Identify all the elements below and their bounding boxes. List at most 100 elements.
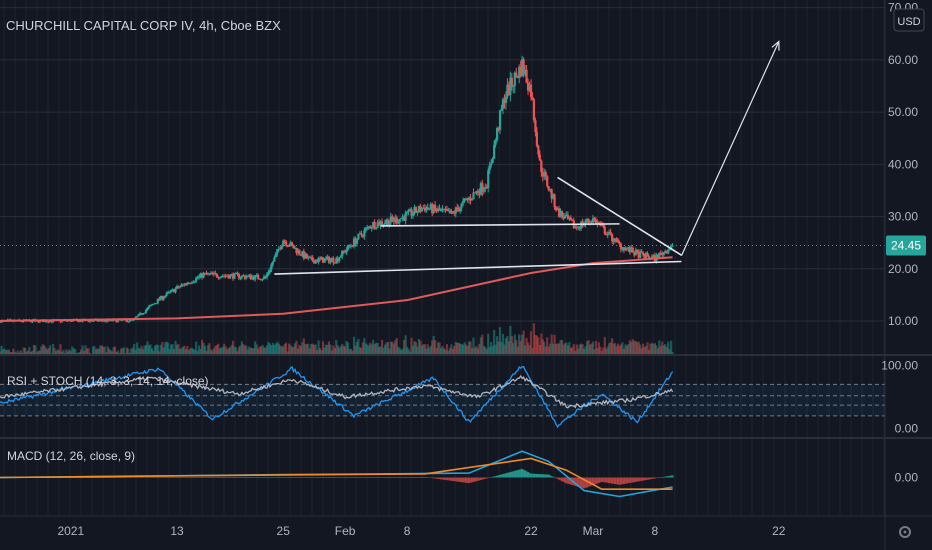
candle-body[interactable] — [50, 320, 53, 323]
candle-body[interactable] — [469, 197, 472, 201]
candle-body[interactable] — [252, 276, 255, 280]
candle-body[interactable] — [439, 210, 443, 212]
candle-body[interactable] — [295, 247, 298, 254]
candle-body[interactable] — [569, 217, 572, 221]
candle-body[interactable] — [667, 249, 670, 254]
candle-body[interactable] — [358, 233, 361, 235]
candle-body[interactable] — [262, 276, 266, 279]
candle-body[interactable] — [554, 207, 558, 211]
candle-body[interactable] — [78, 320, 81, 323]
candle-body[interactable] — [518, 66, 521, 78]
candle-body[interactable] — [177, 286, 180, 288]
candle-body[interactable] — [215, 273, 218, 277]
candle-body[interactable] — [379, 221, 382, 226]
candle-body[interactable] — [495, 128, 499, 141]
candle-body[interactable] — [259, 279, 263, 281]
candle-body[interactable] — [230, 274, 233, 276]
candle-body[interactable] — [105, 319, 108, 322]
candle-body[interactable] — [103, 319, 106, 322]
candle-body[interactable] — [423, 207, 426, 211]
candle-body[interactable] — [156, 298, 159, 304]
candle-body[interactable] — [406, 211, 409, 213]
candle-body[interactable] — [140, 313, 143, 315]
candle-body[interactable] — [647, 256, 651, 259]
candle-body[interactable] — [91, 320, 95, 322]
candle-body[interactable] — [457, 209, 460, 212]
candle-body[interactable] — [565, 214, 568, 216]
candle-body[interactable] — [470, 199, 474, 201]
candle-body[interactable] — [516, 75, 519, 78]
candle-body[interactable] — [265, 274, 269, 278]
candle-body[interactable] — [419, 206, 422, 212]
candle-body[interactable] — [434, 204, 437, 209]
candle-body[interactable] — [162, 297, 165, 300]
candle-body[interactable] — [594, 219, 597, 225]
candle-body[interactable] — [540, 160, 543, 173]
candle-body[interactable] — [128, 319, 131, 322]
candle-body[interactable] — [153, 303, 156, 305]
candle-body[interactable] — [513, 72, 516, 86]
candle-body[interactable] — [404, 212, 407, 221]
candle-body[interactable] — [299, 254, 302, 256]
candle-body[interactable] — [298, 249, 301, 255]
candle-body[interactable] — [202, 273, 205, 278]
candle-body[interactable] — [628, 247, 631, 253]
candle-body[interactable] — [538, 154, 541, 161]
candle-body[interactable] — [274, 253, 277, 258]
candle-body[interactable] — [401, 216, 404, 219]
candle-body[interactable] — [251, 276, 254, 279]
candle-body[interactable] — [77, 320, 80, 323]
candle-body[interactable] — [175, 286, 179, 289]
candle-body[interactable] — [622, 247, 626, 251]
candle-body[interactable] — [21, 321, 24, 323]
candle-body[interactable] — [375, 227, 378, 229]
candle-body[interactable] — [139, 313, 142, 315]
candle-body[interactable] — [267, 272, 270, 275]
candle-body[interactable] — [642, 252, 645, 255]
candle-body[interactable] — [214, 272, 217, 274]
candle-body[interactable] — [510, 77, 513, 87]
candle-body[interactable] — [338, 257, 341, 262]
candle-body[interactable] — [459, 207, 462, 212]
candle-body[interactable] — [599, 224, 602, 226]
candle-body[interactable] — [574, 226, 577, 228]
candle-body[interactable] — [550, 189, 553, 199]
candle-body[interactable] — [473, 192, 477, 194]
candle-body[interactable] — [313, 261, 316, 264]
candle-body[interactable] — [435, 208, 438, 212]
candle-body[interactable] — [369, 226, 372, 229]
candle-body[interactable] — [285, 241, 288, 246]
candle-body[interactable] — [498, 110, 502, 131]
candle-body[interactable] — [280, 245, 283, 250]
candle-body[interactable] — [456, 207, 459, 210]
candle-body[interactable] — [608, 231, 611, 235]
candle-body[interactable] — [643, 254, 646, 259]
candle-body[interactable] — [627, 247, 630, 249]
candle-body[interactable] — [327, 256, 331, 263]
candle-body[interactable] — [196, 277, 199, 279]
candle-body[interactable] — [577, 226, 580, 228]
candle-body[interactable] — [152, 303, 155, 305]
candle-body[interactable] — [178, 286, 182, 288]
candle-body[interactable] — [394, 217, 397, 222]
candle-body[interactable] — [625, 247, 628, 249]
candle-body[interactable] — [323, 258, 326, 263]
candle-body[interactable] — [488, 165, 491, 171]
candle-body[interactable] — [335, 258, 338, 263]
candle-body[interactable] — [373, 221, 376, 229]
candle-body[interactable] — [646, 253, 649, 257]
candle-body[interactable] — [416, 211, 419, 213]
candle-body[interactable] — [257, 274, 260, 279]
candle-body[interactable] — [336, 258, 339, 262]
candle-body[interactable] — [333, 262, 336, 264]
candle-body[interactable] — [377, 222, 381, 226]
candle-body[interactable] — [174, 288, 177, 293]
candle-body[interactable] — [454, 207, 457, 214]
candle-body[interactable] — [366, 226, 369, 229]
candle-body[interactable] — [606, 234, 609, 236]
candle-body[interactable] — [566, 214, 569, 219]
candle-body[interactable] — [490, 163, 493, 166]
candle-body[interactable] — [351, 245, 354, 247]
candle-body[interactable] — [249, 274, 252, 279]
candle-body[interactable] — [376, 222, 379, 228]
